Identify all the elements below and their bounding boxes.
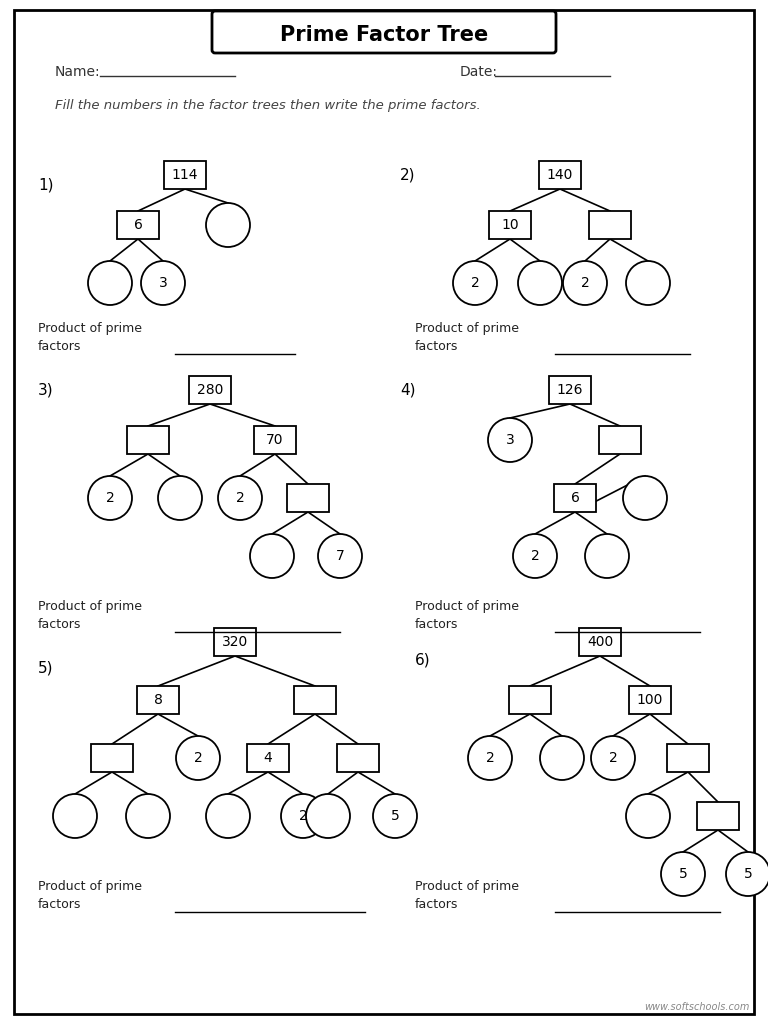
- Text: 4: 4: [263, 751, 273, 765]
- Text: 2: 2: [106, 490, 114, 505]
- Bar: [599, 426, 641, 454]
- Ellipse shape: [563, 261, 607, 305]
- Ellipse shape: [453, 261, 497, 305]
- Bar: [247, 744, 289, 772]
- Bar: [667, 744, 709, 772]
- Bar: [214, 628, 256, 656]
- Text: 3): 3): [38, 383, 54, 397]
- Ellipse shape: [206, 203, 250, 247]
- Text: Product of prime
factors: Product of prime factors: [38, 322, 142, 353]
- Text: 5): 5): [38, 660, 54, 676]
- Bar: [589, 211, 631, 239]
- Text: Prime Factor Tree: Prime Factor Tree: [280, 25, 488, 45]
- Text: www.softschools.com: www.softschools.com: [644, 1002, 750, 1012]
- Bar: [697, 802, 739, 830]
- Text: Product of prime
factors: Product of prime factors: [415, 880, 519, 911]
- Text: 2: 2: [531, 549, 539, 563]
- Ellipse shape: [126, 794, 170, 838]
- Text: 126: 126: [557, 383, 583, 397]
- Text: 100: 100: [637, 693, 664, 707]
- Ellipse shape: [623, 476, 667, 520]
- Ellipse shape: [318, 534, 362, 578]
- Text: 114: 114: [172, 168, 198, 182]
- Text: 4): 4): [400, 383, 415, 397]
- Bar: [91, 744, 133, 772]
- Ellipse shape: [468, 736, 512, 780]
- Text: 2: 2: [194, 751, 203, 765]
- Bar: [137, 686, 179, 714]
- Bar: [254, 426, 296, 454]
- Text: 1): 1): [38, 177, 54, 193]
- Ellipse shape: [250, 534, 294, 578]
- Text: 70: 70: [266, 433, 283, 447]
- Ellipse shape: [626, 794, 670, 838]
- Ellipse shape: [158, 476, 202, 520]
- Text: 400: 400: [587, 635, 613, 649]
- Bar: [127, 426, 169, 454]
- Ellipse shape: [53, 794, 97, 838]
- Text: Product of prime
factors: Product of prime factors: [38, 600, 142, 631]
- Text: 2: 2: [581, 276, 589, 290]
- Ellipse shape: [218, 476, 262, 520]
- Bar: [629, 686, 671, 714]
- Text: Product of prime
factors: Product of prime factors: [38, 880, 142, 911]
- Ellipse shape: [626, 261, 670, 305]
- Text: 6): 6): [415, 652, 431, 668]
- Text: 3: 3: [159, 276, 167, 290]
- Bar: [337, 744, 379, 772]
- Ellipse shape: [513, 534, 557, 578]
- Ellipse shape: [661, 852, 705, 896]
- Ellipse shape: [585, 534, 629, 578]
- Ellipse shape: [488, 418, 532, 462]
- Ellipse shape: [518, 261, 562, 305]
- Ellipse shape: [206, 794, 250, 838]
- Bar: [117, 211, 159, 239]
- Bar: [189, 376, 231, 404]
- Ellipse shape: [88, 261, 132, 305]
- Bar: [287, 484, 329, 512]
- Text: Product of prime
factors: Product of prime factors: [415, 322, 519, 353]
- Text: 2: 2: [471, 276, 479, 290]
- Text: 5: 5: [743, 867, 753, 881]
- Bar: [294, 686, 336, 714]
- Ellipse shape: [591, 736, 635, 780]
- Text: 320: 320: [222, 635, 248, 649]
- Text: 280: 280: [197, 383, 223, 397]
- Bar: [489, 211, 531, 239]
- Bar: [554, 484, 596, 512]
- Ellipse shape: [540, 736, 584, 780]
- Ellipse shape: [141, 261, 185, 305]
- Text: 5: 5: [679, 867, 687, 881]
- Text: 2: 2: [485, 751, 495, 765]
- Text: 7: 7: [336, 549, 344, 563]
- Ellipse shape: [373, 794, 417, 838]
- Text: Product of prime
factors: Product of prime factors: [415, 600, 519, 631]
- Text: 8: 8: [154, 693, 163, 707]
- Bar: [579, 628, 621, 656]
- Text: 6: 6: [134, 218, 142, 232]
- Ellipse shape: [726, 852, 768, 896]
- Text: 3: 3: [505, 433, 515, 447]
- Ellipse shape: [88, 476, 132, 520]
- Text: 2): 2): [400, 168, 415, 182]
- Bar: [164, 161, 206, 189]
- Bar: [509, 686, 551, 714]
- Ellipse shape: [306, 794, 350, 838]
- Ellipse shape: [281, 794, 325, 838]
- Text: 5: 5: [391, 809, 399, 823]
- Text: Date:: Date:: [460, 65, 498, 79]
- Bar: [539, 161, 581, 189]
- Text: 2: 2: [236, 490, 244, 505]
- Text: 2: 2: [299, 809, 307, 823]
- Bar: [549, 376, 591, 404]
- FancyBboxPatch shape: [212, 11, 556, 53]
- Ellipse shape: [176, 736, 220, 780]
- Text: 140: 140: [547, 168, 573, 182]
- Text: Name:: Name:: [55, 65, 101, 79]
- Text: Fill the numbers in the factor trees then write the prime factors.: Fill the numbers in the factor trees the…: [55, 98, 481, 112]
- Text: 6: 6: [571, 490, 579, 505]
- Text: 10: 10: [502, 218, 519, 232]
- Text: 2: 2: [608, 751, 617, 765]
